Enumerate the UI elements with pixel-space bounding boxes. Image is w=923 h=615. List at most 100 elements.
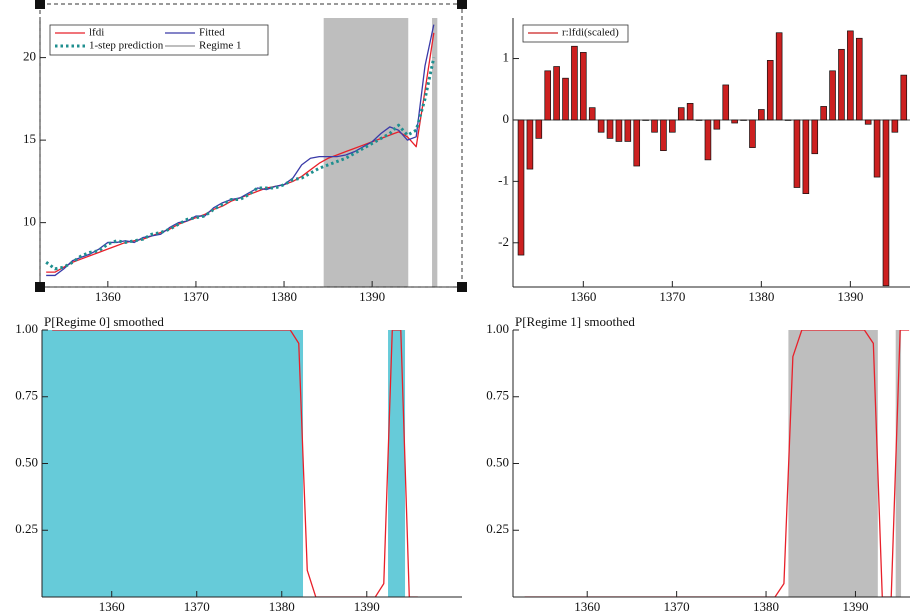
bar: [775, 32, 783, 121]
y-tick-label: 0.25: [486, 521, 509, 536]
x-tick-label: 1390: [354, 599, 380, 614]
bar: [864, 119, 872, 125]
chart-title: P[Regime 0] smoothed: [44, 314, 164, 329]
bar: [820, 106, 827, 121]
bar: [811, 119, 819, 155]
x-tick-label: 1390: [837, 289, 863, 304]
x-tick-label: 1360: [570, 289, 596, 304]
legend-box: [49, 24, 269, 56]
x-tick-label: 1370: [183, 289, 209, 304]
bar: [535, 119, 543, 139]
y-tick-label: 0.50: [15, 454, 38, 469]
bar: [873, 119, 881, 178]
bar: [633, 119, 641, 167]
bar: [802, 119, 810, 194]
y-tick-label: 20: [23, 49, 36, 64]
y-tick-label: 0.75: [486, 388, 509, 403]
selection-handle: [35, 0, 45, 9]
y-tick-label: 0.50: [486, 454, 509, 469]
bar: [793, 119, 801, 188]
bar: [749, 119, 756, 148]
y-tick-label: 0: [503, 111, 510, 126]
x-tick-label: 1360: [574, 599, 600, 614]
region: [432, 18, 438, 287]
selection-handle: [457, 0, 467, 9]
selection-handle: [457, 282, 467, 292]
selection-frame: [39, 3, 463, 288]
selection-handle: [35, 282, 45, 292]
bar: [624, 119, 632, 142]
bar: [829, 70, 836, 121]
x-tick-label: 1390: [842, 599, 868, 614]
bar: [855, 37, 863, 121]
bar: [615, 119, 623, 142]
bar: [758, 109, 765, 121]
bar: [526, 119, 534, 170]
bar: [882, 119, 890, 287]
y-tick-label: 1: [503, 50, 510, 65]
panel: -2 -1 0 1 1360 1370 1380 1390 r:lfdi(scaled): [498, 18, 910, 304]
bar: [713, 119, 721, 130]
x-tick-label: 1360: [99, 599, 125, 614]
legend-label: lfdi: [89, 27, 104, 39]
region: [895, 330, 902, 597]
bar: [553, 66, 560, 121]
x-tick-label: 1370: [659, 289, 685, 304]
bar: [606, 119, 614, 139]
bar: [517, 119, 525, 256]
y-tick-label: -1: [498, 172, 509, 187]
bar: [838, 48, 845, 121]
bar: [597, 119, 605, 133]
legend-label: r:lfdi(scaled): [562, 27, 619, 39]
chart-title: P[Regime 1] smoothed: [515, 314, 635, 329]
y-tick-label: -2: [498, 234, 509, 249]
legend-box: [522, 24, 629, 43]
bar: [766, 60, 774, 121]
bar: [544, 70, 552, 121]
bar: [669, 119, 676, 133]
bar: [580, 52, 587, 121]
x-tick-label: 1370: [184, 599, 210, 614]
region: [388, 330, 406, 597]
bar: [562, 77, 569, 121]
bar: [642, 119, 649, 121]
bar: [731, 119, 738, 124]
x-tick-label: 1380: [269, 599, 295, 614]
bar: [660, 119, 667, 152]
bar: [784, 119, 792, 121]
bar: [588, 107, 596, 121]
y-tick-label: 1.00: [15, 321, 38, 336]
legend-label: Regime 1: [199, 40, 241, 52]
x-tick-label: 1380: [748, 289, 774, 304]
x-tick-label: 1360: [95, 289, 121, 304]
y-tick-label: 0.25: [15, 521, 38, 536]
x-tick-label: 1380: [753, 599, 779, 614]
series-line: [45, 57, 436, 271]
legend-label: Fitted: [199, 27, 225, 39]
bar: [704, 119, 712, 161]
y-tick-label: 0.75: [15, 388, 38, 403]
y-tick-label: 15: [23, 131, 36, 146]
panel: 0.25 0.50 0.75 1.00 1360 1370 1380 1390 P[Regime…: [486, 314, 910, 614]
bar: [651, 119, 658, 133]
bar: [695, 119, 703, 121]
bar: [686, 103, 694, 121]
region: [323, 18, 409, 287]
bar: [740, 119, 747, 121]
x-tick-label: 1370: [664, 599, 690, 614]
bar: [891, 119, 899, 133]
y-tick-label: 10: [23, 214, 36, 229]
x-tick-label: 1380: [271, 289, 297, 304]
bar: [900, 74, 908, 121]
bar: [722, 84, 730, 121]
region: [42, 330, 304, 597]
legend-label: 1-step prediction: [89, 40, 164, 52]
bar: [677, 107, 685, 121]
y-tick-label: 1.00: [486, 321, 509, 336]
panel: 10 15 20 1360 1370 1380 1390 lfdi Fitted 1-step p…: [23, 0, 467, 304]
panel: 0.25 0.50 0.75 1.00 1360 1370 1380 1390 P[Regime…: [15, 314, 462, 614]
bar: [847, 30, 854, 121]
bar: [571, 45, 578, 121]
